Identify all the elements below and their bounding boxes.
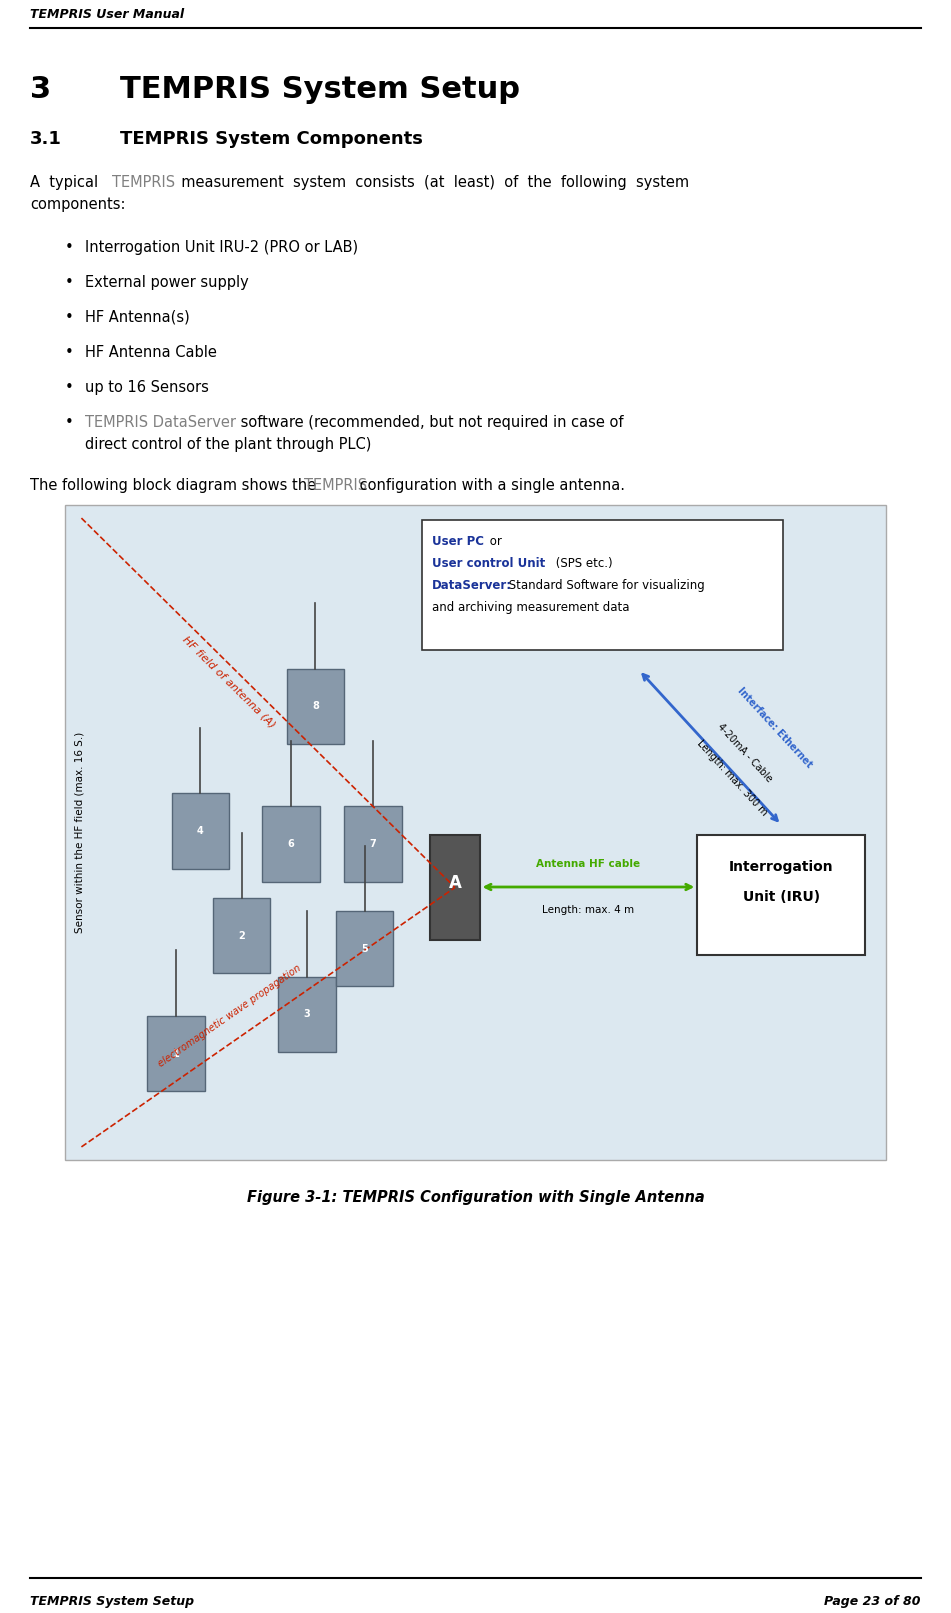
Text: and archiving measurement data: and archiving measurement data [432, 602, 630, 615]
Text: 4: 4 [197, 826, 204, 836]
Bar [431, 836, 479, 940]
Text: Interface: Ethernet: Interface: Ethernet [735, 686, 814, 769]
Text: Antenna HF cable: Antenna HF cable [536, 860, 640, 869]
Bar [65, 505, 886, 1160]
Text: 8: 8 [312, 702, 319, 711]
Bar [344, 806, 401, 882]
Text: DataServer:: DataServer: [432, 579, 513, 592]
Text: Unit (IRU): Unit (IRU) [743, 890, 820, 903]
Text: components:: components: [30, 197, 126, 211]
Text: electromagnetic wave propagation: electromagnetic wave propagation [156, 963, 302, 1069]
Bar [336, 911, 394, 987]
Text: 6: 6 [287, 839, 294, 848]
Text: 3: 3 [30, 74, 51, 103]
Text: 4-20mA - Cable: 4-20mA - Cable [715, 721, 773, 784]
Text: User control Unit: User control Unit [432, 556, 545, 569]
Text: up to 16 Sensors: up to 16 Sensors [85, 381, 209, 395]
Bar [213, 898, 270, 973]
Text: TEMPRIS System Components: TEMPRIS System Components [120, 131, 423, 148]
Text: Sensor within the HF field (max. 16 S.): Sensor within the HF field (max. 16 S.) [74, 732, 84, 934]
Text: TEMPRIS DataServer: TEMPRIS DataServer [85, 415, 236, 431]
Text: Page 23 of 80: Page 23 of 80 [825, 1595, 921, 1608]
Text: software (recommended, but not required in case of: software (recommended, but not required … [236, 415, 624, 431]
Text: or: or [486, 536, 502, 548]
Text: 5: 5 [361, 944, 368, 953]
Text: Standard Software for visualizing: Standard Software for visualizing [505, 579, 705, 592]
Text: TEMPRIS System Setup: TEMPRIS System Setup [30, 1595, 194, 1608]
Text: •: • [65, 274, 74, 290]
Text: •: • [65, 415, 74, 431]
Text: •: • [65, 240, 74, 255]
Text: (SPS etc.): (SPS etc.) [553, 556, 612, 569]
Text: direct control of the plant through PLC): direct control of the plant through PLC) [85, 437, 372, 452]
Text: •: • [65, 345, 74, 360]
Text: The following block diagram shows the: The following block diagram shows the [30, 477, 320, 494]
Text: measurement  system  consists  (at  least)  of  the  following  system: measurement system consists (at least) o… [172, 174, 689, 190]
Text: TEMPRIS System Setup: TEMPRIS System Setup [120, 74, 520, 103]
Bar [286, 669, 344, 744]
Text: TEMPRIS: TEMPRIS [112, 174, 175, 190]
Bar [147, 1016, 204, 1092]
Text: •: • [65, 381, 74, 395]
Text: Length: max. 4 m: Length: max. 4 m [542, 905, 634, 915]
Bar [172, 794, 229, 868]
Bar [697, 836, 865, 955]
Text: 3: 3 [303, 1010, 311, 1019]
Bar [262, 806, 320, 882]
Text: HF field of antenna (A): HF field of antenna (A) [181, 634, 278, 729]
Text: 1: 1 [172, 1048, 179, 1058]
Text: 7: 7 [370, 839, 377, 848]
Text: Length: max. 300 m: Length: max. 300 m [695, 737, 769, 818]
Text: •: • [65, 310, 74, 324]
Text: User PC: User PC [432, 536, 484, 548]
Text: TEMPRIS User Manual: TEMPRIS User Manual [30, 8, 184, 21]
Text: 3.1: 3.1 [30, 131, 62, 148]
Text: 2: 2 [238, 931, 245, 940]
Bar [279, 976, 336, 1052]
Text: Interrogation: Interrogation [729, 860, 834, 874]
Text: A  typical: A typical [30, 174, 103, 190]
Text: External power supply: External power supply [85, 274, 249, 290]
Text: configuration with a single antenna.: configuration with a single antenna. [355, 477, 625, 494]
Bar [422, 519, 784, 650]
Text: Figure 3-1: TEMPRIS Configuration with Single Antenna: Figure 3-1: TEMPRIS Configuration with S… [246, 1190, 705, 1205]
Text: Interrogation Unit IRU-2 (PRO or LAB): Interrogation Unit IRU-2 (PRO or LAB) [85, 240, 359, 255]
Text: A: A [449, 874, 461, 892]
Text: HF Antenna Cable: HF Antenna Cable [85, 345, 217, 360]
Text: TEMPRIS: TEMPRIS [304, 477, 367, 494]
Text: HF Antenna(s): HF Antenna(s) [85, 310, 190, 324]
